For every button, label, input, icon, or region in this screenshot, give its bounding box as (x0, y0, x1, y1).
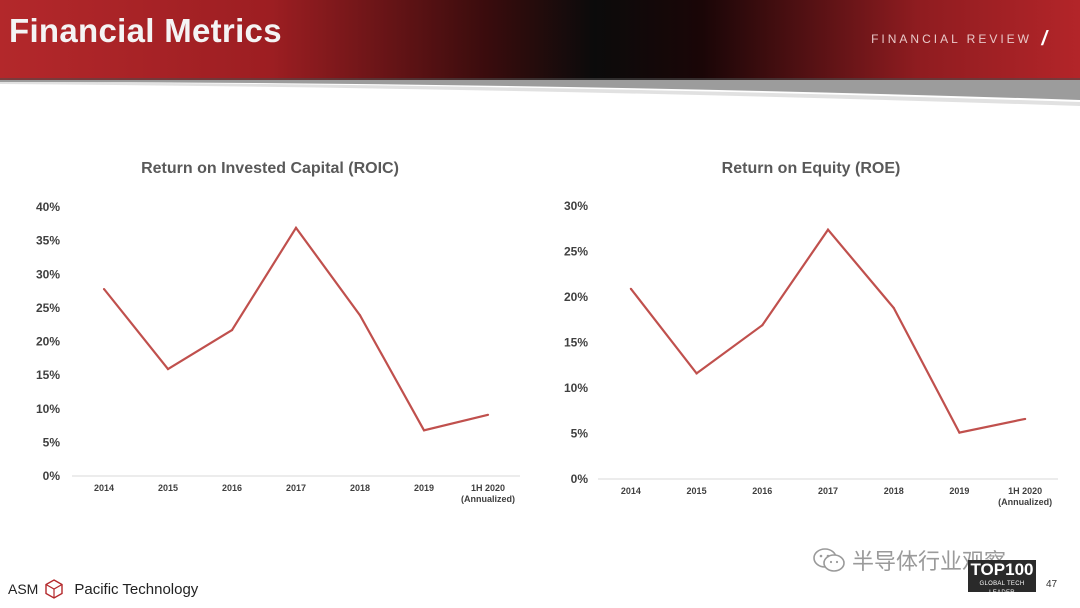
company-prefix: ASM (8, 581, 39, 597)
roe-y-tick-label: 25% (564, 245, 588, 259)
roic-y-tick-label: 35% (36, 234, 60, 248)
roe-data-point (826, 228, 830, 231)
roe-y-tick-label: 30% (564, 199, 588, 213)
roe-x-tick-label: 1H 2020 (Annualized) (998, 486, 1052, 507)
roic-x-tick-label: 2019 (414, 483, 434, 493)
roe-x-tick-label: 2017 (818, 486, 838, 496)
top100-badge-main: TOP100 (970, 560, 1034, 579)
roic-x-tick-line: 2018 (350, 483, 370, 493)
roic-y-tick-label: 10% (36, 402, 60, 416)
roe-x-tick-line: 2014 (621, 486, 641, 496)
roe-y-tick-label: 0% (571, 472, 589, 486)
roic-data-point (102, 287, 106, 291)
roic-x-tick-label: 2014 (94, 483, 114, 493)
roic-data-point (422, 429, 426, 432)
roe-x-tick-label: 2016 (752, 486, 772, 496)
section-label: FINANCIAL REVIEW (871, 32, 1032, 46)
section-slash: / (1041, 28, 1047, 50)
roic-y-tick-label: 0% (43, 469, 61, 483)
roic-data-point (166, 367, 170, 371)
roe-x-tick-line: 2016 (752, 486, 772, 496)
roic-chart: Return on Invested Capital (ROIC) 0% 5% 10%… (0, 150, 540, 530)
roe-x-tick-label: 2014 (621, 486, 641, 496)
roic-x-tick-label: 2015 (158, 483, 178, 493)
header-banner (0, 0, 1080, 80)
roe-data-point (695, 372, 698, 375)
roic-x-tick-label: 2017 (286, 483, 306, 493)
roic-chart-svg: Return on Invested Capital (ROIC) 0% 5% 10%… (36, 160, 520, 504)
roic-data-point (230, 328, 234, 332)
roic-x-tick-line: 1H 2020 (471, 483, 505, 493)
roic-x-tick-line: (Annualized) (461, 494, 515, 504)
wechat-icon (813, 548, 845, 572)
roic-y-tick-label: 15% (36, 368, 60, 382)
roe-data-point (761, 324, 764, 327)
roe-data-point (892, 306, 895, 310)
roic-x-tick-line: 2019 (414, 483, 434, 493)
asm-cube-logo-icon (45, 579, 64, 599)
roe-data-point (958, 431, 961, 434)
roe-x-tick-label: 2018 (884, 486, 904, 496)
roe-x-tick-line: 2015 (687, 486, 707, 496)
roe-x-tick-label: 2015 (687, 486, 707, 496)
page-number: 47 (1046, 579, 1058, 590)
roe-x-tick-line: 1H 2020 (1008, 486, 1042, 496)
roe-x-tick-line: (Annualized) (998, 497, 1052, 507)
company-logo: ASM Pacific Technology (8, 578, 198, 600)
roic-series-line (103, 225, 489, 432)
header-bottom-curve (0, 78, 1080, 106)
roe-data-point (629, 287, 632, 290)
roe-data-point (1024, 417, 1027, 421)
roic-x-tick-label: 2018 (350, 483, 370, 493)
roic-y-tick-label: 20% (36, 335, 60, 349)
roe-chart: Return on Equity (ROE) 0% 5% 10% 15% 20% 25% 30… (540, 150, 1080, 530)
roe-x-tick-line: 2018 (884, 486, 904, 496)
roe-x-tick-line: 2019 (949, 486, 969, 496)
roic-data-point (294, 226, 298, 229)
roe-y-tick-label: 10% (564, 381, 588, 395)
roe-x-tick-label: 2019 (949, 486, 969, 496)
roic-x-tick-line: 2017 (286, 483, 306, 493)
roic-chart-title: Return on Invested Capital (ROIC) (141, 160, 399, 177)
roe-y-tick-label: 5% (571, 427, 589, 441)
roe-y-tick-label: 20% (564, 290, 588, 304)
page-title: Financial Metrics (9, 12, 282, 49)
roe-y-tick-label: 15% (564, 336, 588, 350)
roe-series-line (630, 227, 1026, 434)
company-name: Pacific Technology (74, 580, 199, 598)
roic-x-tick-label: 2016 (222, 483, 242, 493)
roic-x-tick-line: 2016 (222, 483, 242, 493)
roic-x-tick-line: 2014 (94, 483, 114, 493)
roic-y-tick-label: 5% (43, 435, 61, 449)
top100-badge-sub: GLOBAL TECH LEADER (979, 581, 1025, 596)
roic-y-tick-label: 25% (36, 301, 60, 315)
roe-chart-title: Return on Equity (ROE) (722, 160, 901, 177)
roic-y-tick-label: 40% (36, 200, 60, 214)
top100-badge: TOP100 GLOBAL TECH LEADER (968, 560, 1036, 596)
roe-chart-svg: Return on Equity (ROE) 0% 5% 10% 15% 20% 25% 30… (564, 160, 1058, 507)
roic-data-point (358, 314, 362, 317)
roic-x-tick-label: 1H 2020 (Annualized) (461, 483, 515, 504)
roic-y-tick-label: 30% (36, 267, 60, 281)
roic-x-tick-line: 2015 (158, 483, 178, 493)
roe-x-tick-line: 2017 (818, 486, 838, 496)
roic-data-point (486, 413, 490, 416)
